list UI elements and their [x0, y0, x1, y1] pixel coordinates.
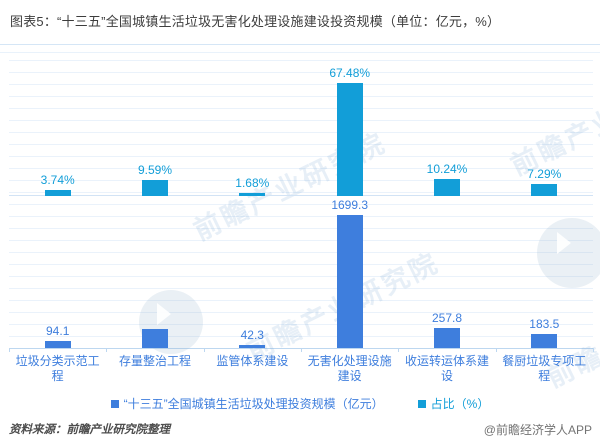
bar-share [142, 179, 168, 196]
source-note: 资料来源：前瞻产业研究院整理 [9, 424, 170, 436]
app-credit: @前瞻经济学人APP [483, 423, 592, 437]
bar-investment [531, 333, 558, 348]
bar-investment [336, 215, 363, 348]
axis-tick [398, 348, 400, 352]
legend-label-share: 占比（%） [430, 397, 490, 411]
bar-percent-label: 9.59% [137, 162, 173, 177]
legend-marker-share-icon [417, 399, 426, 408]
x-axis-label: 餐厨垃圾专项工程 [502, 354, 587, 383]
axis-tick [593, 348, 594, 352]
x-axis-label: 垃圾分类示范工程 [15, 354, 100, 383]
legend-item-investment: “十三五”全国城镇生活垃圾处理投资规模（亿元） [110, 395, 384, 412]
bar-investment [142, 329, 168, 348]
legend-item-share: 占比（%） [417, 395, 490, 412]
x-axis: 垃圾分类示范工程 存量整治工程 监管体系建设 无害化处理设施建设 收运转运体系建设 餐厨垃… [9, 354, 593, 384]
bar-value-label: 183.5 [529, 316, 560, 331]
title-divider [0, 44, 600, 45]
x-axis-label: 监管体系建设 [216, 354, 289, 368]
axis-tick [106, 348, 108, 352]
bar-share [336, 83, 363, 196]
percent-axis-baseline [9, 195, 593, 196]
bar-investment [239, 344, 266, 348]
bar-percent-label: 67.48% [329, 66, 371, 80]
watermark-text: 前瞻产业研究院 [506, 62, 600, 182]
title-divider-light [0, 52, 600, 53]
bar-value-label: 1699.3 [331, 198, 369, 212]
bar-investment [44, 340, 71, 348]
bar-value-label: 42.3 [240, 327, 264, 342]
bar-share [531, 183, 558, 196]
bar-value-label: 257.8 [431, 310, 463, 325]
bar-share [44, 189, 71, 196]
legend: “十三五”全国城镇生活垃圾处理投资规模（亿元） 占比（%） [0, 395, 600, 412]
x-axis-label: 无害化处理设施建设 [307, 354, 392, 383]
axis-tick [203, 348, 205, 352]
bar-investment [434, 327, 460, 348]
chart-title: 图表5：“十三五”全国城镇生活垃圾无害化处理设施建设投资规模（单位：亿元，%） [10, 14, 501, 29]
bar-share [239, 193, 266, 196]
bar-percent-label: 3.74% [40, 172, 75, 187]
legend-marker-investment-icon [110, 399, 119, 408]
x-axis-label: 存量整治工程 [118, 354, 191, 368]
plot-area: 前瞻产业研究院 前瞻产业研究院 前瞻产业研究院 前瞻产业研究院 94.13.74… [9, 60, 600, 393]
bar-percent-label: 10.24% [426, 161, 468, 176]
x-axis-label: 收运转运体系建设 [404, 354, 489, 383]
axis-tick [301, 348, 302, 352]
axis-tick [495, 348, 497, 352]
axis-tick [9, 348, 10, 352]
legend-label-investment: “十三五”全国城镇生活垃圾处理投资规模（亿元） [123, 397, 384, 411]
watermark-logo-icon [537, 218, 600, 288]
bar-percent-label: 7.29% [527, 166, 562, 181]
bar-value-label: 94.1 [46, 323, 70, 338]
bar-percent-label: 1.68% [235, 176, 270, 191]
bar-share [434, 178, 460, 196]
